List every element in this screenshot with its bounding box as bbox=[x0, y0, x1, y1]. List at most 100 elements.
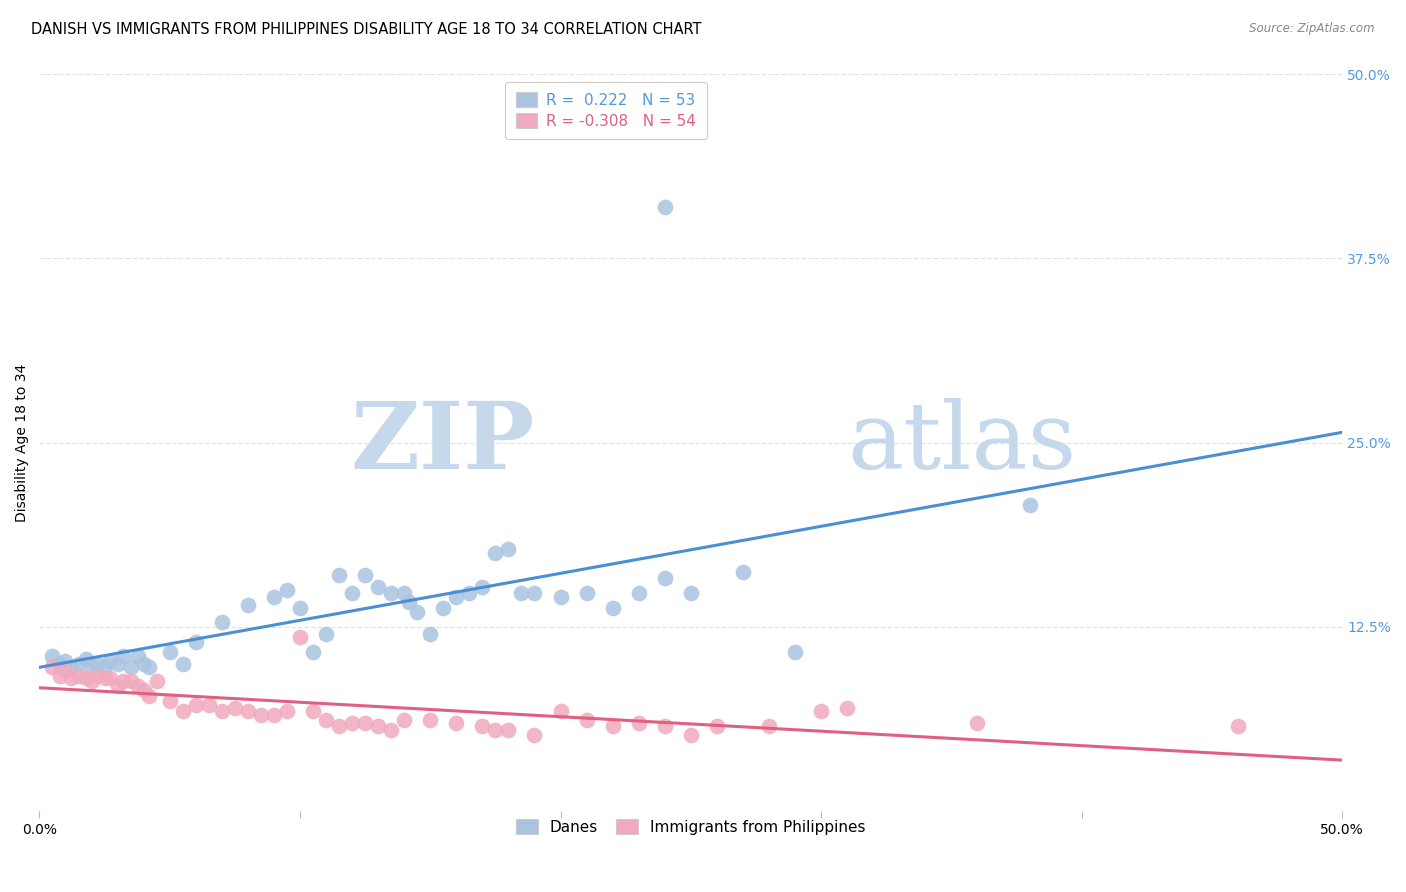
Point bbox=[380, 586, 402, 600]
Point bbox=[172, 657, 194, 671]
Point bbox=[41, 659, 63, 673]
Point bbox=[602, 600, 624, 615]
Point bbox=[111, 674, 134, 689]
Point bbox=[132, 657, 155, 671]
Text: DANISH VS IMMIGRANTS FROM PHILIPPINES DISABILITY AGE 18 TO 34 CORRELATION CHART: DANISH VS IMMIGRANTS FROM PHILIPPINES DI… bbox=[31, 22, 702, 37]
Point bbox=[966, 715, 988, 730]
Point bbox=[510, 586, 533, 600]
Point bbox=[98, 672, 121, 686]
Point bbox=[1018, 498, 1040, 512]
Point bbox=[380, 723, 402, 737]
Legend: Danes, Immigrants from Philippines: Danes, Immigrants from Philippines bbox=[508, 810, 875, 844]
Point bbox=[236, 704, 259, 718]
Point bbox=[86, 668, 108, 682]
Point bbox=[627, 715, 650, 730]
Point bbox=[55, 654, 77, 668]
Point bbox=[446, 715, 468, 730]
Point bbox=[159, 693, 181, 707]
Point bbox=[654, 200, 676, 214]
Point bbox=[758, 719, 780, 733]
Point bbox=[145, 674, 167, 689]
Point bbox=[120, 674, 142, 689]
Point bbox=[250, 708, 273, 723]
Point bbox=[288, 600, 311, 615]
Point bbox=[706, 719, 728, 733]
Point bbox=[354, 715, 377, 730]
Point bbox=[236, 598, 259, 612]
Point bbox=[654, 719, 676, 733]
Point bbox=[446, 591, 468, 605]
Point bbox=[49, 657, 72, 671]
Point bbox=[93, 659, 115, 673]
Point bbox=[837, 701, 859, 715]
Point bbox=[523, 727, 546, 741]
Point bbox=[550, 591, 572, 605]
Point bbox=[127, 679, 149, 693]
Point bbox=[276, 582, 298, 597]
Point bbox=[55, 664, 77, 678]
Point bbox=[80, 659, 103, 673]
Point bbox=[98, 654, 121, 668]
Point bbox=[367, 580, 389, 594]
Point bbox=[810, 704, 832, 718]
Point bbox=[80, 674, 103, 689]
Point bbox=[1227, 719, 1250, 733]
Point bbox=[159, 645, 181, 659]
Point bbox=[263, 708, 285, 723]
Point bbox=[59, 659, 82, 673]
Point bbox=[419, 627, 441, 641]
Point bbox=[340, 715, 363, 730]
Point bbox=[398, 595, 420, 609]
Point bbox=[315, 627, 337, 641]
Point bbox=[67, 668, 90, 682]
Point bbox=[731, 566, 754, 580]
Point bbox=[184, 698, 207, 712]
Point bbox=[263, 591, 285, 605]
Point bbox=[276, 704, 298, 718]
Point bbox=[602, 719, 624, 733]
Point bbox=[59, 672, 82, 686]
Point bbox=[498, 541, 520, 556]
Point bbox=[627, 586, 650, 600]
Point bbox=[458, 586, 481, 600]
Point bbox=[340, 586, 363, 600]
Point bbox=[498, 723, 520, 737]
Point bbox=[367, 719, 389, 733]
Point bbox=[127, 649, 149, 664]
Point bbox=[679, 586, 702, 600]
Point bbox=[315, 713, 337, 727]
Point bbox=[75, 652, 97, 666]
Point bbox=[471, 719, 494, 733]
Point bbox=[67, 657, 90, 671]
Point bbox=[419, 713, 441, 727]
Point bbox=[211, 615, 233, 630]
Point bbox=[107, 679, 129, 693]
Point bbox=[197, 698, 219, 712]
Point bbox=[302, 645, 325, 659]
Point bbox=[484, 546, 506, 560]
Point bbox=[783, 645, 806, 659]
Point bbox=[111, 649, 134, 664]
Point bbox=[211, 704, 233, 718]
Point bbox=[288, 630, 311, 644]
Point bbox=[107, 657, 129, 671]
Point bbox=[75, 672, 97, 686]
Point bbox=[49, 668, 72, 682]
Point bbox=[132, 683, 155, 698]
Point bbox=[432, 600, 454, 615]
Point bbox=[471, 580, 494, 594]
Point bbox=[354, 568, 377, 582]
Point bbox=[224, 701, 246, 715]
Point bbox=[93, 672, 115, 686]
Text: atlas: atlas bbox=[848, 398, 1077, 488]
Point bbox=[484, 723, 506, 737]
Point bbox=[575, 713, 598, 727]
Point bbox=[172, 704, 194, 718]
Point bbox=[184, 634, 207, 648]
Text: Source: ZipAtlas.com: Source: ZipAtlas.com bbox=[1250, 22, 1375, 36]
Point bbox=[550, 704, 572, 718]
Point bbox=[406, 605, 429, 619]
Point bbox=[41, 649, 63, 664]
Point bbox=[392, 713, 415, 727]
Point bbox=[120, 659, 142, 673]
